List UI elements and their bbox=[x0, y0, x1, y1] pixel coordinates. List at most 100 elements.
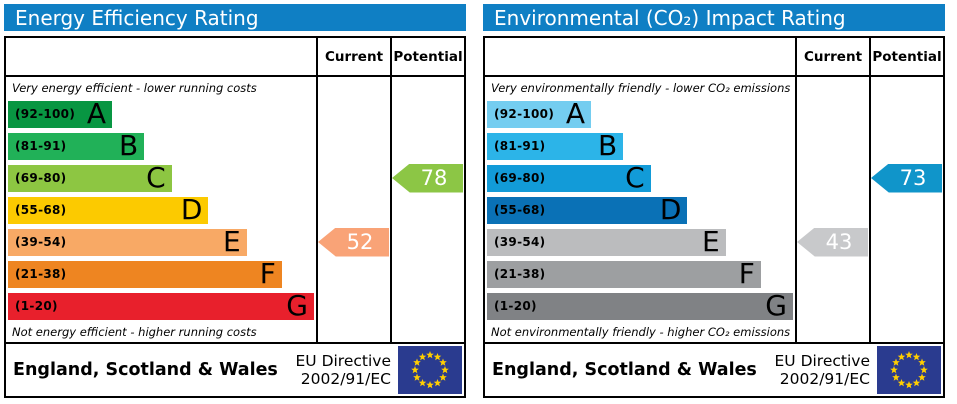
footer-region: England, Scotland & Wales bbox=[13, 360, 278, 380]
band-letter: C bbox=[146, 161, 166, 194]
caption-top: Very energy efficient - lower running co… bbox=[12, 80, 257, 95]
band-range: (69-80) bbox=[494, 171, 546, 185]
band-letter: C bbox=[625, 161, 645, 194]
rating-band: (81-91) B bbox=[8, 129, 145, 162]
eu-directive: EU Directive 2002/91/EC bbox=[296, 352, 392, 389]
band-range: (21-38) bbox=[494, 267, 546, 281]
arrow-slot bbox=[871, 258, 943, 290]
band-letter: B bbox=[597, 129, 618, 162]
rating-band: (55-68) D bbox=[487, 193, 688, 226]
arrow-slot bbox=[871, 130, 943, 162]
band-letter: D bbox=[659, 193, 682, 226]
band-letter: G bbox=[765, 289, 787, 322]
eu-directive-line2: 2002/91/EC bbox=[779, 370, 870, 388]
chart-header-cell bbox=[6, 38, 316, 77]
band-letter: F bbox=[738, 257, 755, 290]
current-column-header: Current bbox=[316, 38, 390, 77]
arrow-slot bbox=[392, 194, 464, 226]
rating-band: (81-91) B bbox=[487, 129, 624, 162]
potential-column-header: Potential bbox=[869, 38, 943, 77]
arrow-slot: 78 bbox=[392, 162, 464, 194]
rating-band: (92-100) A bbox=[8, 97, 113, 130]
band-range: (39-54) bbox=[15, 235, 67, 249]
footer: England, Scotland & Wales EU Directive 2… bbox=[485, 342, 943, 396]
current-column: 43 bbox=[795, 77, 869, 342]
arrow-slot: 43 bbox=[797, 226, 869, 258]
arrow-slot bbox=[871, 194, 943, 226]
rating-band: (1-20) G bbox=[8, 292, 314, 320]
arrow-slot bbox=[318, 130, 390, 162]
arrow-slot bbox=[871, 98, 943, 130]
arrow-slot bbox=[797, 290, 869, 322]
band-range: (1-20) bbox=[15, 299, 58, 313]
rating-band: (21-38) F bbox=[487, 257, 761, 290]
band-range: (69-80) bbox=[15, 171, 67, 185]
current-rating-arrow: 52 bbox=[318, 227, 389, 257]
panel-title-bar: Energy Efficiency Rating bbox=[4, 4, 466, 31]
arrow-slot bbox=[318, 290, 390, 322]
band-letter: E bbox=[701, 225, 720, 258]
potential-rating-arrow: 73 bbox=[871, 163, 942, 193]
chart-header-cell bbox=[485, 38, 795, 77]
eu-flag-icon bbox=[398, 346, 462, 394]
eu-directive-line1: EU Directive bbox=[774, 351, 871, 370]
arrow-slot bbox=[871, 290, 943, 322]
rating-scale: Very environmentally friendly - lower CO… bbox=[485, 77, 795, 342]
band-letter: B bbox=[118, 129, 139, 162]
potential-column: 73 bbox=[869, 77, 943, 342]
rating-band: (39-54) E bbox=[487, 225, 726, 258]
band-letter: A bbox=[565, 97, 586, 130]
arrow-slot bbox=[318, 258, 390, 290]
band-letter: F bbox=[259, 257, 276, 290]
band-range: (92-100) bbox=[494, 107, 555, 121]
arrow-slot: 73 bbox=[871, 162, 943, 194]
rating-band: (69-80) C bbox=[487, 161, 651, 194]
potential-rating-arrow: 78 bbox=[392, 163, 463, 193]
band-letter: A bbox=[86, 97, 107, 130]
arrow-slot bbox=[797, 258, 869, 290]
panel-title: Energy Efficiency Rating bbox=[15, 5, 259, 30]
band-range: (55-68) bbox=[494, 203, 546, 217]
eu-flag-icon bbox=[877, 346, 941, 394]
caption-bottom: Not environmentally friendly - higher CO… bbox=[491, 325, 791, 339]
band-range: (55-68) bbox=[15, 203, 67, 217]
energy-efficiency-panel: Energy Efficiency Rating Current Potenti… bbox=[4, 4, 466, 398]
panel-title: Environmental (CO₂) Impact Rating bbox=[494, 5, 846, 30]
arrow-slot bbox=[392, 258, 464, 290]
arrow-slot bbox=[871, 226, 943, 258]
band-range: (1-20) bbox=[494, 299, 537, 313]
panel-title-bar: Environmental (CO₂) Impact Rating bbox=[483, 4, 945, 31]
arrow-slot bbox=[392, 290, 464, 322]
rating-table: Current Potential Very energy efficient … bbox=[4, 36, 466, 398]
rating-band: (21-38) F bbox=[8, 257, 282, 290]
eu-directive-line2: 2002/91/EC bbox=[300, 370, 391, 388]
rating-band: (92-100) A bbox=[487, 97, 592, 130]
arrow-slot bbox=[797, 194, 869, 226]
rating-band: (55-68) D bbox=[8, 193, 209, 226]
environmental-impact-panel: Environmental (CO₂) Impact Rating Curren… bbox=[483, 4, 945, 398]
band-letter: D bbox=[180, 193, 203, 226]
caption-top: Very environmentally friendly - lower CO… bbox=[491, 80, 791, 95]
arrow-slot bbox=[392, 130, 464, 162]
caption-bottom: Not energy efficient - higher running co… bbox=[12, 325, 257, 339]
footer-region: England, Scotland & Wales bbox=[492, 360, 757, 380]
band-range: (92-100) bbox=[15, 107, 76, 121]
arrow-slot bbox=[797, 130, 869, 162]
arrow-slot bbox=[392, 98, 464, 130]
current-column: 52 bbox=[316, 77, 390, 342]
rating-table: Current Potential Very environmentally f… bbox=[483, 36, 945, 398]
arrow-slot: 52 bbox=[318, 226, 390, 258]
arrow-slot bbox=[797, 162, 869, 194]
footer: England, Scotland & Wales EU Directive 2… bbox=[6, 342, 464, 396]
potential-column: 78 bbox=[390, 77, 464, 342]
band-range: (21-38) bbox=[15, 267, 67, 281]
arrow-slot bbox=[392, 226, 464, 258]
arrow-slot bbox=[318, 162, 390, 194]
rating-scale: Very energy efficient - lower running co… bbox=[6, 77, 316, 342]
rating-band: (39-54) E bbox=[8, 228, 247, 256]
arrow-slot bbox=[797, 98, 869, 130]
arrow-slot bbox=[318, 194, 390, 226]
rating-band: (1-20) G bbox=[487, 289, 793, 322]
band-range: (39-54) bbox=[494, 235, 546, 249]
